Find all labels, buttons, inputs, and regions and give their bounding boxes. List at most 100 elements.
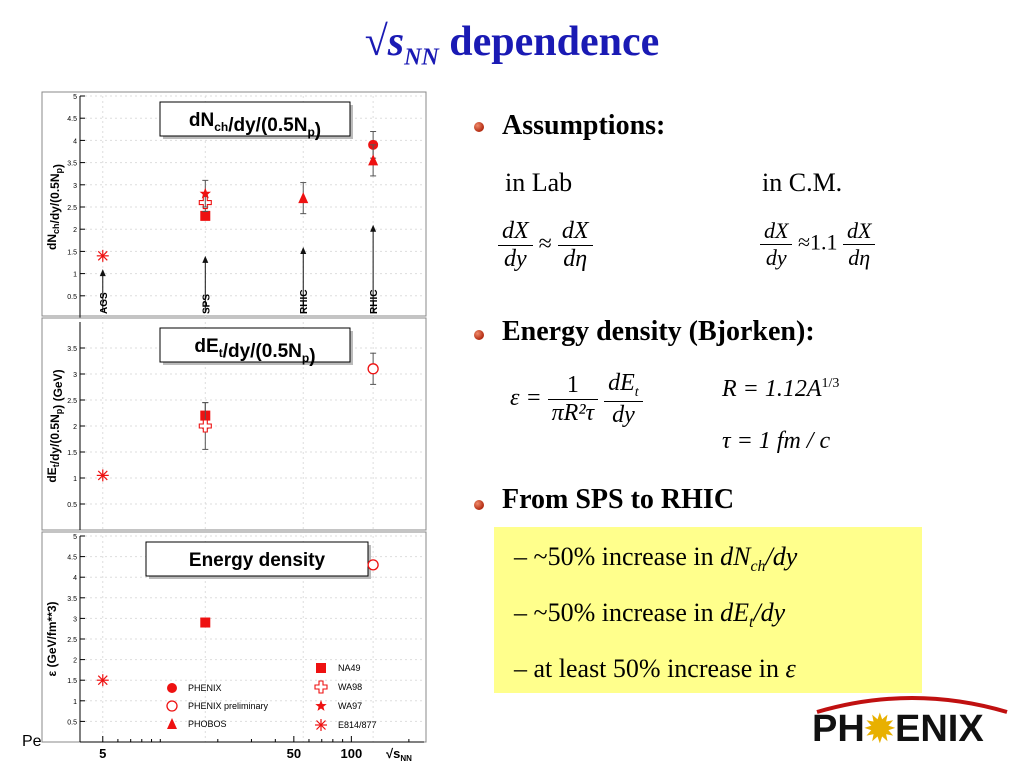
arrow-head — [99, 269, 106, 277]
legend-label: PHOBOS — [188, 719, 227, 729]
y-axis-label: dNch/dy/(0.5Np) — [45, 164, 65, 250]
y-tick-label: 3 — [73, 183, 77, 190]
in-lab-label: in Lab — [505, 168, 573, 197]
y-tick-label: 5 — [73, 94, 77, 101]
marker-open-cross — [198, 419, 212, 433]
y-axis-label-part: ch — [51, 224, 61, 235]
y-axis-label-part: p — [54, 167, 64, 173]
marker-open-circle — [166, 700, 178, 712]
marker-open-circle — [367, 559, 379, 571]
chart-figure: 0.511.522.533.544.55dNch/dy/(0.5Np)dNch/… — [41, 91, 427, 763]
y-tick-label: 1.5 — [67, 450, 77, 457]
x-axis-label: √sNN — [386, 746, 412, 763]
item-prefix: – ~50% increase in — [514, 598, 721, 627]
legend-label: PHENIX — [188, 683, 222, 693]
panel-title-part: ch — [214, 120, 228, 134]
bullet-dot — [474, 500, 484, 510]
tau-formula: τ = 1 fm / c — [722, 428, 831, 454]
panel-title-part: dE — [194, 336, 218, 357]
panel-title-box — [145, 541, 369, 577]
accelerator-label: RHIC — [299, 290, 310, 314]
y-axis-label-part: ε (GeV/fm**3) — [45, 601, 59, 676]
y-tick-label: 3.5 — [67, 161, 77, 168]
title-s: s — [387, 19, 405, 65]
lab-formula: dX dy ≈ dX dη — [498, 218, 593, 273]
y-tick-label: 2.5 — [67, 637, 77, 644]
legend-label: NA49 — [338, 663, 361, 673]
cm-num2: dX — [843, 218, 876, 245]
panel-title-part: /dy/(0.5N — [223, 341, 302, 362]
y-axis-label-part: p — [54, 408, 64, 414]
y-tick-label: 4.5 — [67, 116, 77, 123]
eps-den1: πR²τ — [551, 399, 595, 426]
y-tick-label: 2.5 — [67, 205, 77, 212]
panel-title: Energy density — [189, 550, 326, 571]
item-math: dE — [720, 598, 749, 627]
x-tick-label: 50 — [287, 746, 301, 761]
marker-open-cross — [314, 680, 328, 694]
legend-label: WA98 — [338, 682, 362, 692]
y-tick-label: 0.5 — [67, 502, 77, 509]
logo-swoosh-icon — [816, 696, 1008, 714]
accelerator-label: RHIC — [369, 290, 380, 314]
bullet-dot — [474, 122, 484, 132]
r-sup: 1/3 — [821, 376, 840, 391]
x-tick-label: 100 — [341, 746, 363, 761]
y-tick-label: 1 — [73, 476, 77, 483]
y-tick-label: 3.5 — [67, 346, 77, 353]
y-tick-label: 1.5 — [67, 249, 77, 256]
sps-rhic-heading: From SPS to RHIC — [502, 484, 735, 515]
legend-label: PHENIX preliminary — [188, 701, 269, 711]
logo-left: PH — [812, 708, 865, 750]
marker-open-circle — [367, 363, 379, 375]
y-axis-label: dEt/dy/(0.5Np) (GeV) — [45, 369, 65, 482]
y-axis-label-part: ) (GeV) — [51, 369, 65, 408]
x-axis-label-sub: NN — [400, 754, 412, 763]
panel-title-box — [159, 327, 351, 363]
y-tick-label: 4.5 — [67, 555, 77, 562]
eps-num2-main: dE — [608, 370, 635, 396]
y-axis-label: ε (GeV/fm**3) — [45, 601, 59, 676]
eps-num2-sub: t — [634, 384, 639, 400]
arrow-head — [202, 255, 209, 263]
item-sub: ch — [750, 558, 766, 576]
increase-item: – ~50% increase in dEt/dy — [514, 598, 785, 632]
y-tick-label: 3.5 — [67, 596, 77, 603]
phenix-logo: PH✹ENIX — [812, 708, 984, 751]
y-tick-label: 0.5 — [67, 719, 77, 726]
cm-den2: dη — [848, 245, 871, 270]
x-tick-label: 5 — [99, 746, 106, 761]
increase-item: – ~50% increase in dNch/dy — [514, 542, 797, 576]
logo-right: ENIX — [894, 708, 984, 750]
marker-triangle — [298, 192, 309, 204]
assumptions-heading: Assumptions: — [502, 110, 666, 141]
panel-title-part: p — [302, 351, 309, 365]
y-tick-label: 4 — [73, 575, 77, 582]
title-sub: NN — [404, 44, 439, 71]
accelerator-label: AGS — [99, 292, 110, 314]
legend-label: WA97 — [338, 701, 362, 711]
marker-triangle — [368, 154, 379, 166]
marker-square — [316, 663, 326, 673]
y-tick-label: 2 — [73, 227, 77, 234]
item-math: dN — [720, 542, 751, 571]
y-tick-label: 1 — [73, 272, 77, 279]
increase-item: – at least 50% increase in ε — [514, 654, 796, 684]
eps-den2: dy — [612, 401, 635, 428]
y-tick-label: 5 — [73, 534, 77, 541]
title-sqrt: √ — [364, 19, 388, 65]
marker-square — [200, 617, 211, 628]
marker-asterisk — [97, 250, 108, 261]
y-tick-label: 0.5 — [67, 294, 77, 301]
y-axis-label-part: /dy/(0.5N — [48, 414, 62, 464]
title-rest: dependence — [438, 19, 660, 65]
item-prefix: – at least 50% increase in — [514, 654, 786, 683]
lab-den2: dη — [563, 246, 588, 272]
panel-title-part: ) — [309, 346, 315, 367]
y-tick-label: 2.5 — [67, 398, 77, 405]
lab-op: ≈ — [538, 231, 552, 258]
panel-title-part: dN — [189, 110, 214, 131]
y-axis-label-part: t — [51, 464, 61, 467]
marker-star — [315, 700, 327, 711]
accelerator-label: SPS — [201, 294, 212, 314]
